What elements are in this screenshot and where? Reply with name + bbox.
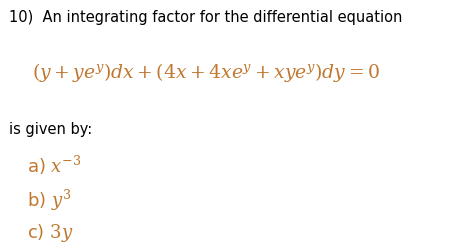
Text: $(y + ye^{y})dx + (4x + 4xe^{y} + xye^{y})dy = 0$: $(y + ye^{y})dx + (4x + 4xe^{y} + xye^{y… [32,61,380,84]
Text: 10)  An integrating factor for the differential equation: 10) An integrating factor for the differ… [9,10,402,25]
Text: a) $x^{-3}$: a) $x^{-3}$ [27,154,82,177]
Text: b) $y^{3}$: b) $y^{3}$ [27,188,72,213]
Text: is given by:: is given by: [9,122,92,137]
Text: c) $3y$: c) $3y$ [27,222,74,244]
